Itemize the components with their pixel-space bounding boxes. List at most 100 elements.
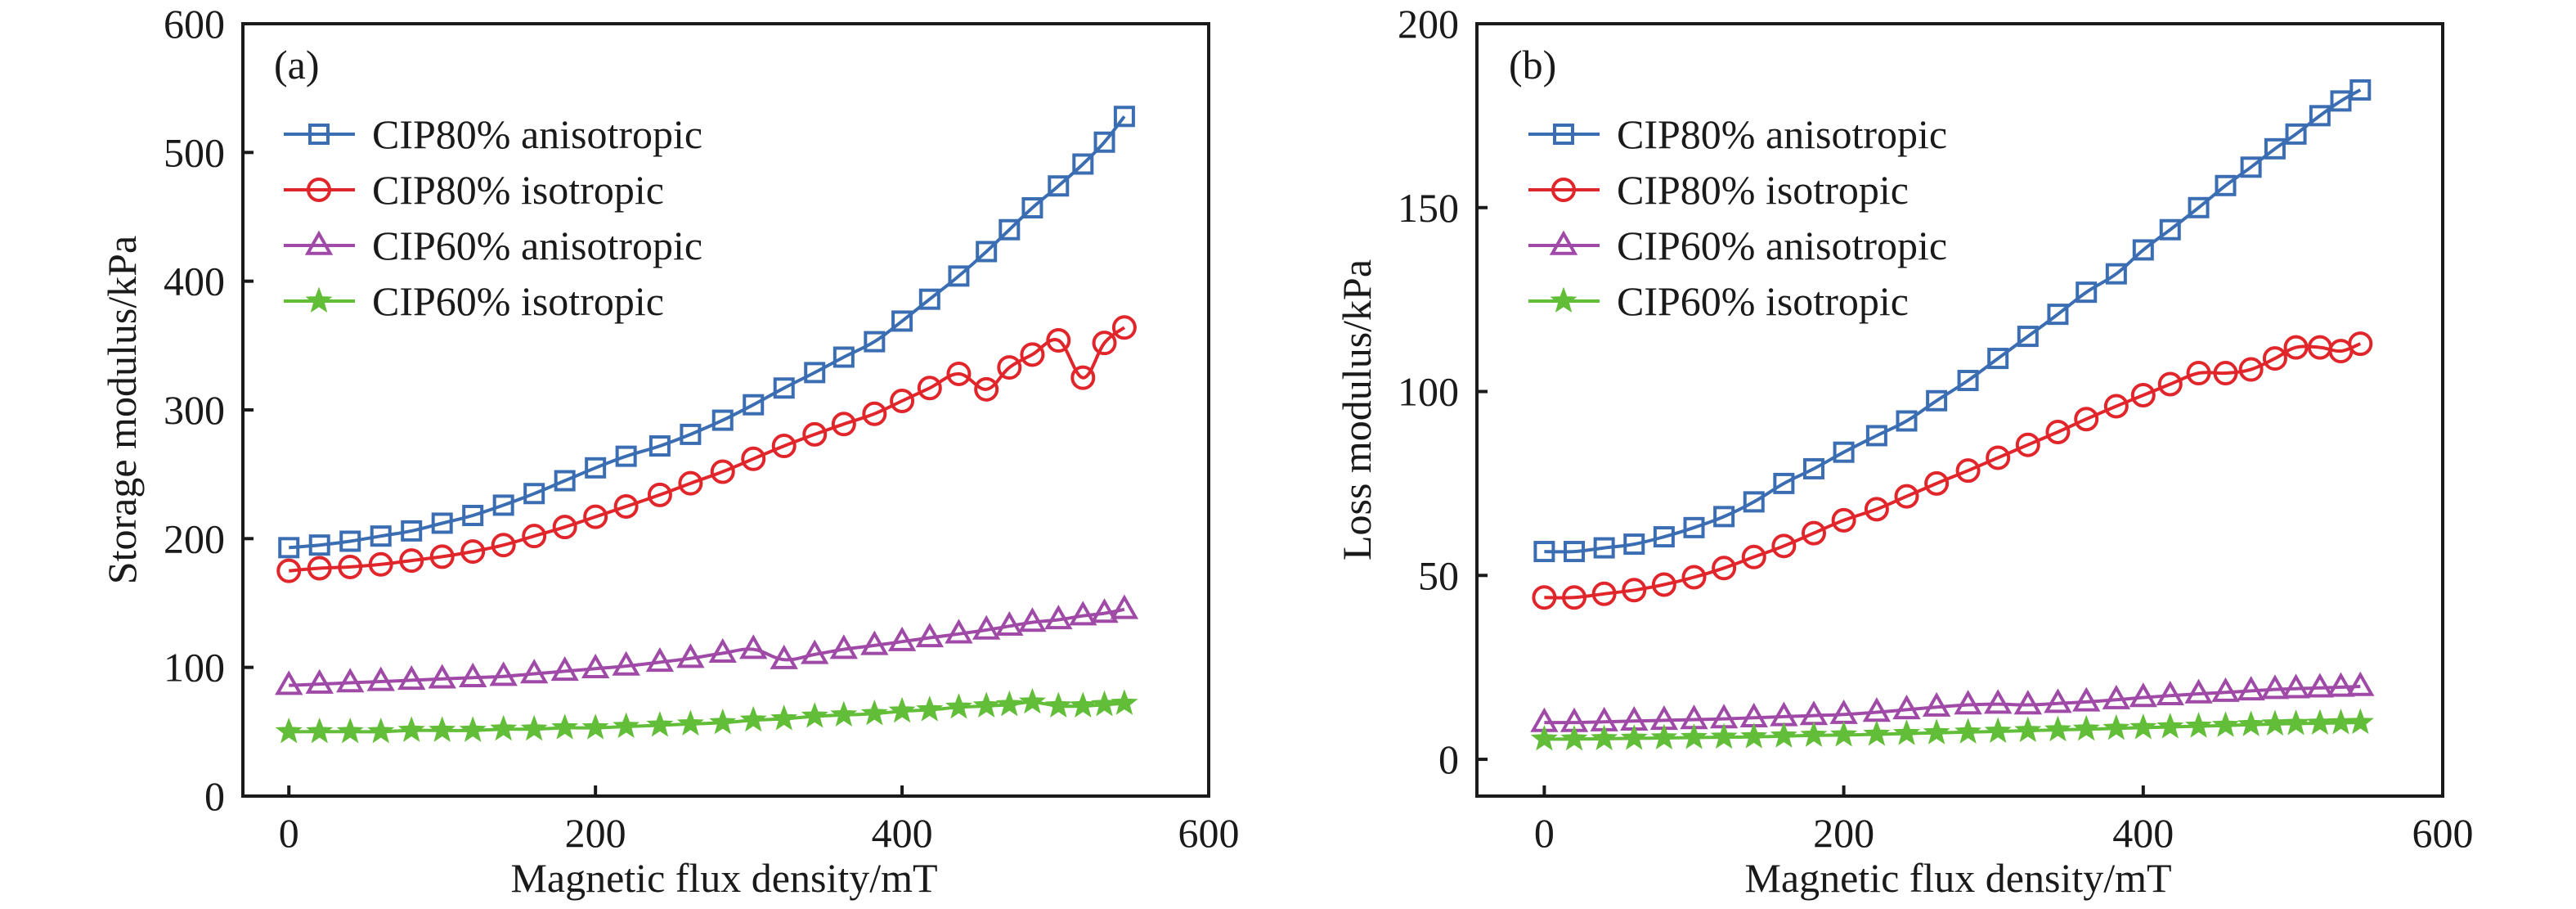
circle-marker bbox=[1894, 484, 1919, 509]
circle-marker bbox=[1651, 572, 1676, 597]
circle-marker bbox=[583, 504, 608, 529]
legend-item: CIP80% isotropic bbox=[284, 167, 664, 213]
square-marker bbox=[1802, 457, 1824, 479]
square-marker bbox=[2285, 123, 2307, 145]
plot-area bbox=[1530, 79, 2375, 751]
storage-modulus-chart: 0 200 400 600 0 100 200 300 400 500 600 (a) Magnet… bbox=[99, 1, 1240, 901]
circle-marker bbox=[1551, 178, 1576, 202]
circle-marker bbox=[1801, 520, 1826, 546]
triangle-marker bbox=[945, 619, 973, 644]
square-marker bbox=[2017, 326, 2039, 348]
square-marker bbox=[615, 445, 637, 467]
circle-marker bbox=[1831, 507, 1856, 533]
square-marker bbox=[832, 346, 855, 368]
circle-marker bbox=[1681, 565, 1707, 590]
circle-marker bbox=[1532, 585, 1557, 610]
star-marker bbox=[646, 711, 674, 737]
star-marker bbox=[945, 693, 972, 719]
star-marker bbox=[2072, 714, 2100, 741]
plot-area bbox=[275, 106, 1139, 744]
star-marker bbox=[1591, 724, 1618, 750]
triangle-marker bbox=[770, 644, 798, 669]
square-marker bbox=[2076, 281, 2098, 304]
star-marker bbox=[2306, 709, 2334, 736]
circle-marker bbox=[771, 434, 797, 459]
circle-marker bbox=[710, 459, 735, 484]
series-line bbox=[1544, 88, 2362, 554]
square-marker bbox=[1048, 175, 1070, 197]
star-marker bbox=[397, 716, 425, 742]
y-tick-label: 150 bbox=[1398, 185, 1459, 231]
circle-marker bbox=[1591, 581, 1617, 606]
triangle-marker bbox=[1922, 691, 1951, 717]
x-tick-label: 0 bbox=[1534, 810, 1555, 856]
square-marker bbox=[2264, 137, 2286, 160]
circle-marker bbox=[890, 388, 915, 413]
star-marker bbox=[972, 691, 1000, 718]
legend-item: CIP80% isotropic bbox=[1528, 167, 1909, 213]
star-marker bbox=[1550, 286, 1577, 313]
x-tick-label: 400 bbox=[872, 810, 933, 856]
legend-label: CIP60% isotropic bbox=[372, 278, 664, 324]
square-marker bbox=[462, 505, 484, 527]
square-marker bbox=[1743, 491, 1765, 513]
triangle-marker bbox=[336, 668, 365, 693]
circle-marker bbox=[1622, 578, 1647, 603]
legend-label: CIP80% anisotropic bbox=[1617, 111, 1947, 157]
star-marker bbox=[551, 713, 579, 740]
x-axis-label: Magnetic flux density/mT bbox=[1744, 855, 2171, 901]
square-marker bbox=[918, 288, 940, 310]
triangle-marker bbox=[1069, 601, 1097, 626]
triangle-marker bbox=[1549, 230, 1578, 255]
circle-marker bbox=[1070, 365, 1096, 390]
triangle-marker bbox=[428, 664, 456, 689]
star-marker bbox=[2103, 713, 2130, 740]
y-tick-label: 200 bbox=[1398, 1, 1459, 47]
square-marker bbox=[431, 512, 453, 534]
triangle-marker bbox=[1892, 695, 1921, 720]
circle-marker bbox=[429, 544, 455, 569]
circle-marker bbox=[862, 401, 887, 426]
triangle-marker bbox=[676, 643, 705, 668]
square-marker bbox=[523, 483, 545, 505]
triangle-marker bbox=[2072, 686, 2101, 712]
triangle-marker bbox=[2305, 673, 2335, 698]
triangle-marker bbox=[519, 659, 549, 684]
triangle-marker bbox=[612, 650, 640, 676]
star-marker bbox=[860, 699, 888, 726]
star-marker bbox=[2327, 709, 2355, 735]
triangle-marker bbox=[1018, 607, 1047, 632]
triangle-marker bbox=[489, 661, 518, 686]
star-marker bbox=[1018, 687, 1046, 714]
square-marker bbox=[1865, 425, 1887, 447]
triangle-marker bbox=[2129, 682, 2157, 708]
circle-marker bbox=[1955, 458, 1981, 484]
star-marker bbox=[336, 717, 364, 744]
axis-ticks: 0 200 400 600 0 100 200 300 400 500 600 bbox=[164, 1, 1240, 856]
square-marker bbox=[1926, 389, 1948, 412]
circle-marker bbox=[1111, 315, 1137, 340]
square-marker bbox=[1833, 441, 1855, 463]
star-marker bbox=[888, 696, 916, 723]
circle-marker bbox=[2283, 335, 2309, 360]
square-marker bbox=[2309, 105, 2331, 127]
circle-marker bbox=[399, 548, 424, 574]
square-marker bbox=[2105, 263, 2127, 285]
star-marker bbox=[676, 709, 704, 736]
circle-marker bbox=[2103, 394, 2129, 419]
triangle-marker bbox=[1983, 689, 2013, 714]
square-marker bbox=[1896, 410, 1918, 432]
star-marker bbox=[1069, 691, 1097, 718]
square-marker bbox=[585, 457, 607, 479]
square-marker bbox=[1564, 541, 1586, 563]
circle-marker bbox=[2213, 361, 2238, 386]
star-marker bbox=[1620, 724, 1648, 750]
triangle-marker bbox=[801, 639, 829, 664]
x-tick-label: 200 bbox=[565, 810, 626, 856]
circle-marker bbox=[552, 515, 577, 540]
panel-label: (a) bbox=[274, 42, 320, 88]
triangle-marker bbox=[397, 665, 426, 691]
square-marker bbox=[1533, 541, 1555, 563]
series-square bbox=[1533, 79, 2372, 563]
circle-marker bbox=[1046, 328, 1071, 353]
